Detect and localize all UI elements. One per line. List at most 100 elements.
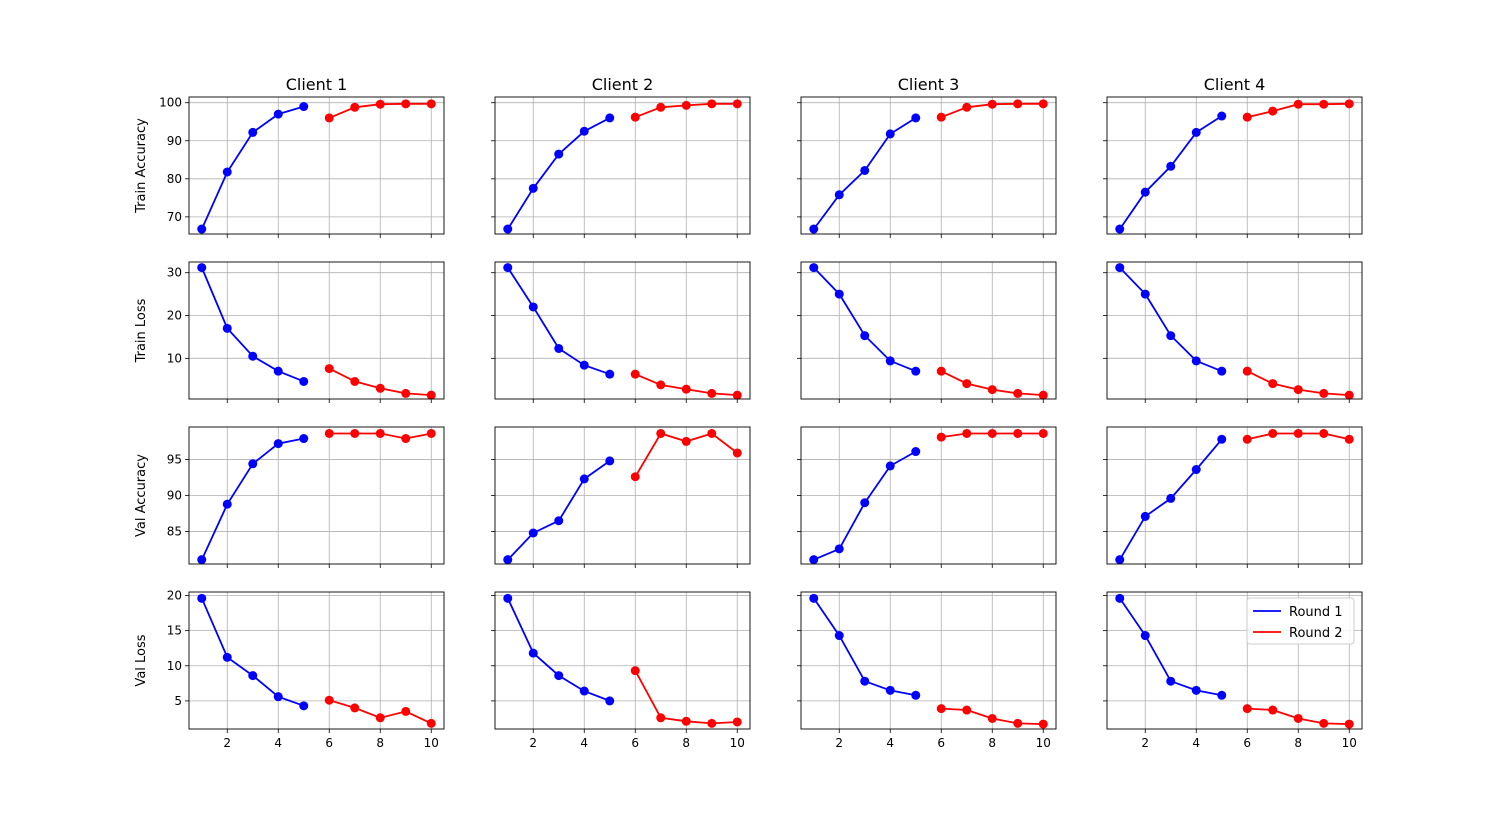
round-2-point [987,385,997,395]
panel-frame [494,426,751,565]
round-2-point [1319,428,1329,438]
round-1-point [605,369,615,379]
y-tick-label: 20 [167,309,182,323]
legend: Round 1 Round 2 [1246,597,1355,645]
x-tick-label: 8 [1294,736,1302,750]
round-2-point [681,100,691,110]
round-1-point [528,302,538,312]
round-1-point [605,456,615,466]
panel-frame [494,261,751,400]
round-2-point [1242,434,1252,444]
y-tick-label: 5 [174,694,182,708]
round-2-point [936,432,946,442]
round-1-point [1115,593,1125,603]
y-tick-label: 10 [167,351,182,365]
round-2-point [962,428,972,438]
x-tick-label: 4 [274,736,282,750]
round-2-point [1344,99,1354,109]
round-1-point [1191,685,1201,695]
round-2-point [375,713,385,723]
round-1-point [1191,127,1201,137]
row-ylabel: Val Accuracy [134,454,149,537]
panel-r4-c1: 2 4 6 8 10 5 10 15 20 Val Loss [134,589,445,750]
round-2-point [1038,428,1048,438]
round-1-point [1217,111,1227,121]
round-1-point [197,224,207,234]
panel-frame [188,426,445,565]
y-tick-label: 85 [167,525,182,539]
y-tick-label: 10 [167,659,182,673]
round-2-point [681,436,691,446]
round-2-point [732,99,742,109]
round-1-point [885,129,895,139]
round-2-point [350,102,360,112]
x-tick-label: 8 [376,736,384,750]
y-tick-label: 30 [167,266,182,280]
panel-r4-c4: 2 4 6 8 10 Round 1 Round 2 [1103,591,1363,750]
round-1-point [528,528,538,538]
x-tick-label: 6 [937,736,945,750]
round-2-point [324,428,334,438]
round-1-point [248,459,258,469]
round-2-point [962,102,972,112]
round-1-point [911,690,921,700]
round-1-point [834,544,844,554]
legend-label: Round 1 [1289,605,1343,620]
round-1-point [911,366,921,376]
round-1-point [885,461,895,471]
round-2-point [707,388,717,398]
round-1-point [1166,676,1176,686]
round-1-line [200,437,304,561]
round-2-point [656,713,666,723]
round-2-point [1293,713,1303,723]
panel-frame [800,96,1057,235]
round-1-line [1119,266,1223,373]
panel-frame [188,591,445,730]
column-title: Client 4 [1204,75,1266,94]
round-1-line [200,267,305,383]
round-1-point [197,555,207,565]
round-2-point [1293,99,1303,109]
round-2-point [426,390,436,400]
y-tick-label: 90 [167,489,182,503]
round-2-point [1293,428,1303,438]
round-1-point [809,224,819,234]
panel-r4-c2: 2 4 6 8 10 [491,591,751,750]
round-1-point [222,167,232,177]
round-1-point [273,109,283,119]
round-2-point [1344,719,1354,729]
round-2-point [630,112,640,122]
panel-r1-c2: Client 2 [491,75,751,238]
x-tick-label: 10 [424,736,439,750]
round-2-point [1268,379,1278,389]
x-tick-label: 2 [835,736,843,750]
round-2-point [375,428,385,438]
round-1-point [860,498,870,508]
round-2-point [987,428,997,438]
round-1-point [885,356,895,366]
round-1-line [506,597,611,702]
round-1-point [579,474,589,484]
round-2-point [1242,112,1252,122]
y-tick-label: 100 [159,96,182,110]
round-1-line [200,597,305,707]
x-tick-label: 6 [325,736,333,750]
round-1-point [222,323,232,333]
x-tick-label: 10 [1036,736,1051,750]
round-1-line [507,460,611,561]
panel-r2-c3 [797,261,1057,403]
round-2-point [1268,106,1278,116]
round-1-point [911,113,921,123]
round-1-point [1140,187,1150,197]
round-2-point [401,434,411,444]
round-1-point [1217,690,1227,700]
panel-r2-c4 [1103,261,1363,403]
round-2-point [1242,704,1252,714]
round-2-point [732,448,742,458]
round-1-point [809,593,819,603]
row-ylabel: Train Accuracy [134,118,149,214]
round-2-point [707,718,717,728]
round-1-point [503,263,513,273]
row-ylabel: Train Loss [134,298,149,363]
